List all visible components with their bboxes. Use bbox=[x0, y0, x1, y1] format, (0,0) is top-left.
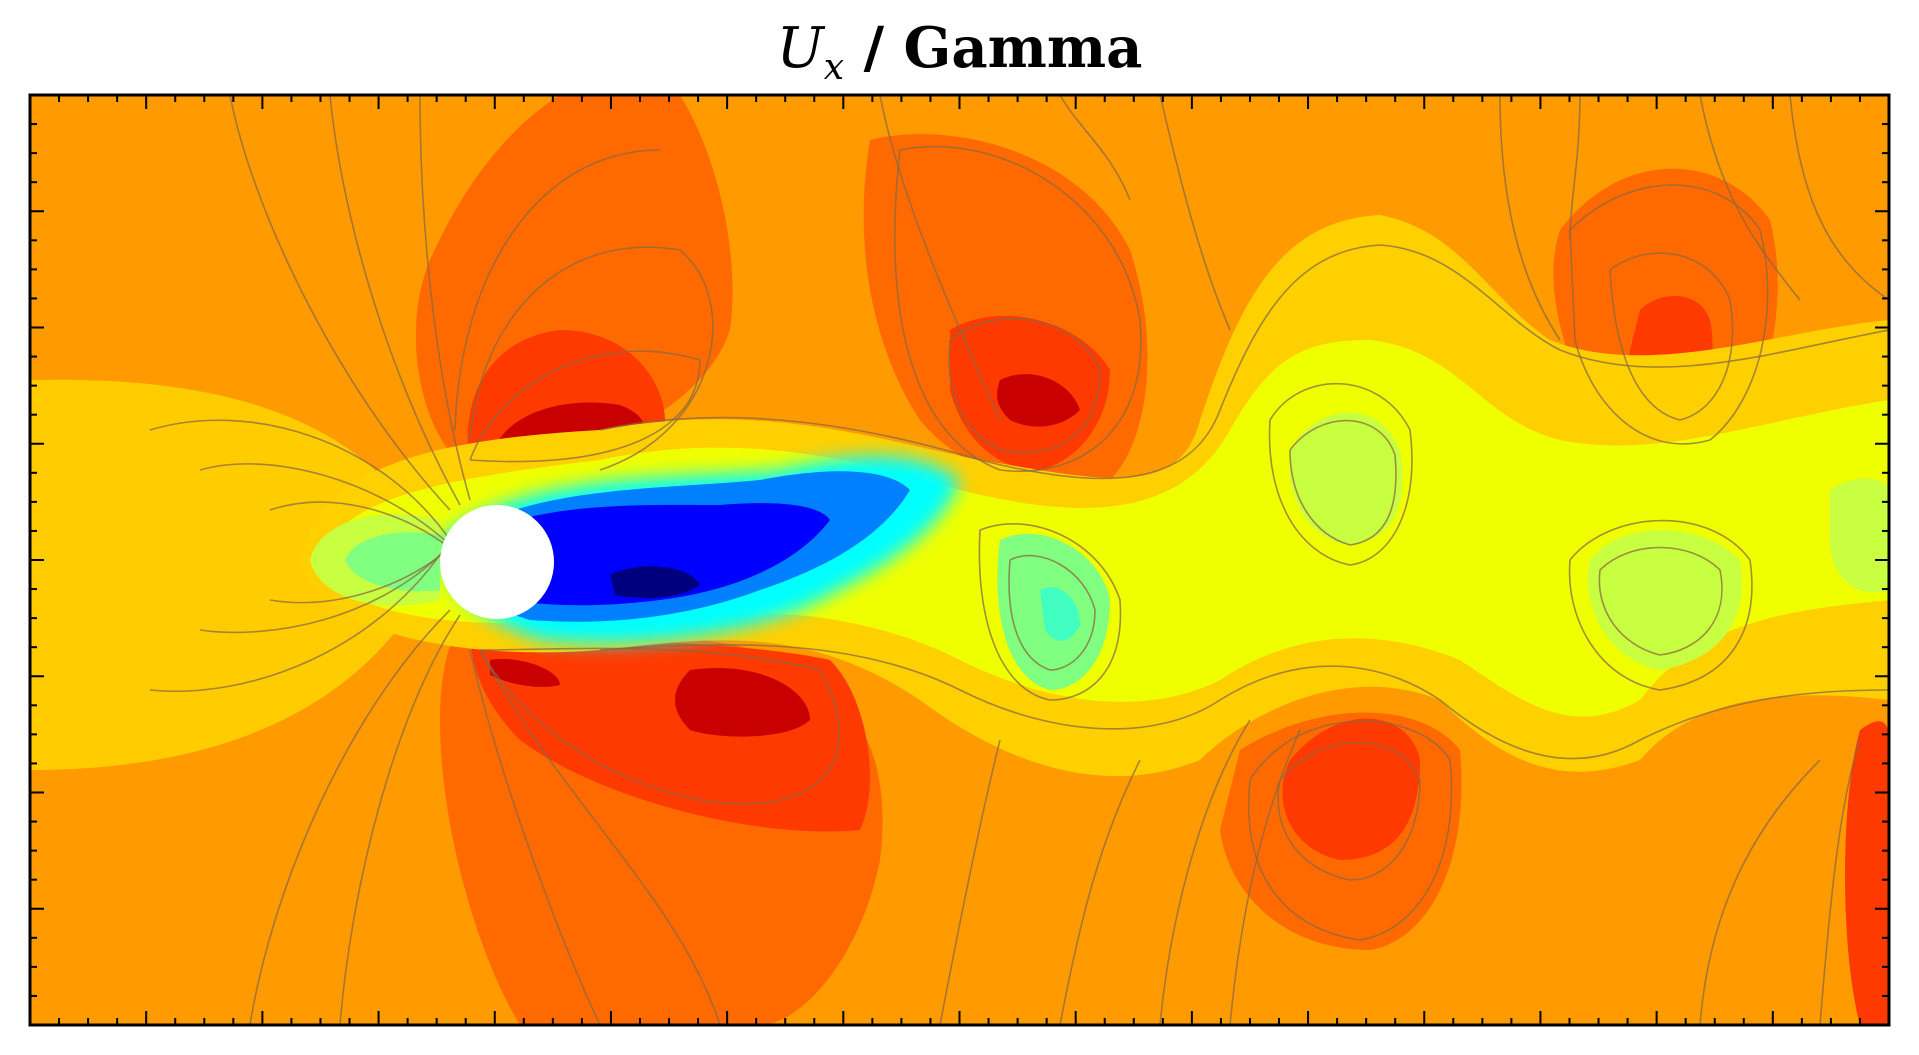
lobe-lower-left bbox=[440, 625, 883, 1025]
title-variable: U bbox=[776, 16, 824, 81]
field-layers bbox=[30, 95, 1889, 1025]
lobe-upper-middle bbox=[863, 134, 1148, 487]
chart-title: Ux / Gamma bbox=[0, 14, 1919, 102]
contour-lines bbox=[149, 95, 1889, 1025]
upstream-region bbox=[30, 379, 440, 770]
lobe-lower-middle bbox=[1220, 712, 1462, 950]
plot-frame bbox=[28, 93, 1891, 1027]
wake-core bbox=[310, 456, 960, 644]
title-suffix: / Gamma bbox=[844, 15, 1143, 81]
cylinder-obstacle bbox=[440, 505, 554, 619]
lobe-right-edge bbox=[1845, 721, 1889, 1025]
title-subscript: x bbox=[823, 47, 845, 88]
